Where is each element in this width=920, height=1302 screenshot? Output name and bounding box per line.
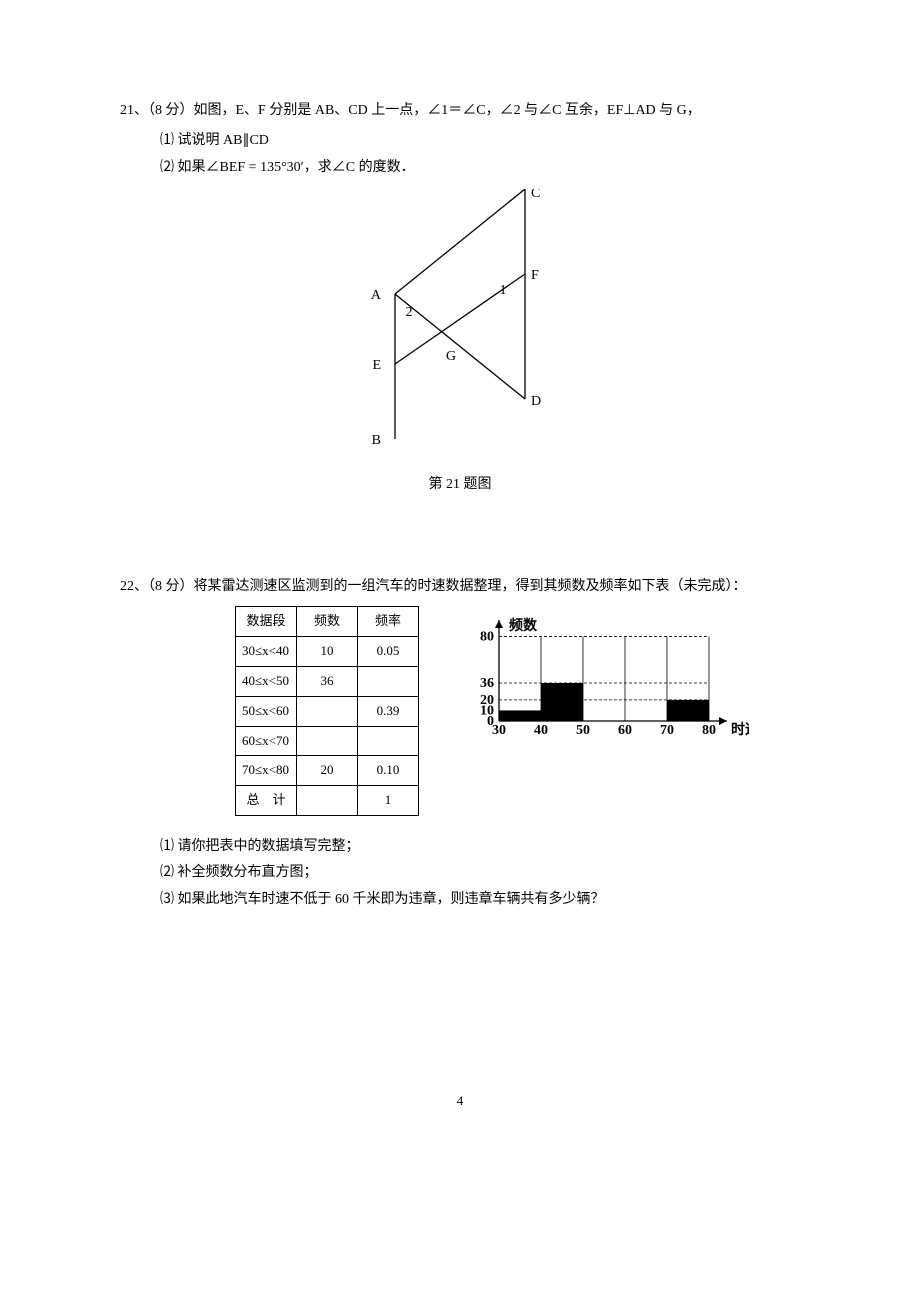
cell-rate (358, 666, 419, 696)
svg-text:D: D (531, 394, 541, 409)
table-row: 60≤x<70 (236, 726, 419, 756)
table-row: 50≤x<60 0.39 (236, 696, 419, 726)
svg-text:20: 20 (480, 693, 494, 708)
frequency-table: 数据段 频数 频率 30≤x<40100.0540≤x<503650≤x<600… (235, 606, 419, 816)
problem-22-sub1: ⑴ 请你把表中的数据填写完整； (120, 836, 800, 858)
svg-text:36: 36 (480, 676, 494, 691)
geometry-diagram: A B C D E F G 1 2 (340, 189, 580, 459)
problem-22-text: 将某雷达测速区监测到的一组汽车的时速数据整理，得到其频数及频率如下表（未完成）： (194, 579, 747, 594)
table-total-row: 总 计 1 (236, 786, 419, 816)
cell-freq: 20 (297, 756, 358, 786)
col-header-range: 数据段 (236, 607, 297, 637)
cell-range: 30≤x<40 (236, 637, 297, 667)
col-header-freq: 频数 (297, 607, 358, 637)
svg-text:频数: 频数 (509, 617, 538, 634)
figure-21-caption: 第 21 题图 (120, 474, 800, 496)
problem-21: 21、（8 分）如图，E、F 分别是 AB、CD 上一点，∠1＝∠C，∠2 与∠… (120, 100, 800, 496)
cell-rate: 0.10 (358, 756, 419, 786)
problem-21-sub1: ⑴ 试说明 AB∥CD (120, 130, 800, 152)
problem-22-number: 22、（8 分） (120, 579, 194, 594)
page-number: 4 (120, 1091, 800, 1112)
svg-text:E: E (372, 358, 381, 373)
problem-21-sub2: ⑵ 如果∠BEF = 135°30′，求∠C 的度数． (120, 157, 800, 179)
problem-22-sub2: ⑵ 补全频数分布直方图； (120, 862, 800, 884)
problem-21-number: 21、（8 分） (120, 103, 194, 118)
cell-range: 50≤x<60 (236, 696, 297, 726)
cell-range: 40≤x<50 (236, 666, 297, 696)
cell-range: 60≤x<70 (236, 726, 297, 756)
table-row: 70≤x<80200.10 (236, 756, 419, 786)
cell-rate (358, 726, 419, 756)
svg-text:80: 80 (702, 723, 716, 738)
svg-text:70: 70 (660, 723, 674, 738)
cell-rate: 0.39 (358, 696, 419, 726)
svg-text:时速: 时速 (731, 721, 749, 738)
problem-22-sub3: ⑶ 如果此地汽车时速不低于 60 千米即为违章，则违章车辆共有多少辆？ (120, 889, 800, 911)
svg-text:B: B (372, 433, 381, 448)
svg-text:G: G (446, 349, 456, 364)
problem-21-figure: A B C D E F G 1 2 第 21 题图 (120, 189, 800, 496)
histogram-chart: 010203680304050607080频数时速 (459, 606, 749, 746)
table-header-row: 数据段 频数 频率 (236, 607, 419, 637)
cell-range: 70≤x<80 (236, 756, 297, 786)
problem-22-statement: 22、（8 分）将某雷达测速区监测到的一组汽车的时速数据整理，得到其频数及频率如… (120, 576, 800, 598)
svg-text:A: A (371, 288, 382, 303)
svg-text:60: 60 (618, 723, 632, 738)
svg-text:30: 30 (492, 723, 506, 738)
problem-21-statement: 21、（8 分）如图，E、F 分别是 AB、CD 上一点，∠1＝∠C，∠2 与∠… (120, 100, 800, 122)
cell-freq (297, 696, 358, 726)
total-rate: 1 (358, 786, 419, 816)
cell-freq: 10 (297, 637, 358, 667)
col-header-rate: 频率 (358, 607, 419, 637)
svg-text:40: 40 (534, 723, 548, 738)
table-row: 30≤x<40100.05 (236, 637, 419, 667)
svg-text:2: 2 (406, 305, 413, 320)
cell-rate: 0.05 (358, 637, 419, 667)
cell-freq: 36 (297, 666, 358, 696)
total-freq (297, 786, 358, 816)
svg-text:80: 80 (480, 630, 494, 645)
cell-freq (297, 726, 358, 756)
svg-text:C: C (531, 189, 540, 201)
problem-22: 22、（8 分）将某雷达测速区监测到的一组汽车的时速数据整理，得到其频数及频率如… (120, 576, 800, 911)
svg-text:F: F (531, 268, 539, 283)
total-label: 总 计 (236, 786, 297, 816)
svg-text:1: 1 (500, 283, 507, 298)
svg-text:50: 50 (576, 723, 590, 738)
table-row: 40≤x<5036 (236, 666, 419, 696)
problem-21-text: 如图，E、F 分别是 AB、CD 上一点，∠1＝∠C，∠2 与∠C 互余，EF⊥… (194, 103, 701, 118)
